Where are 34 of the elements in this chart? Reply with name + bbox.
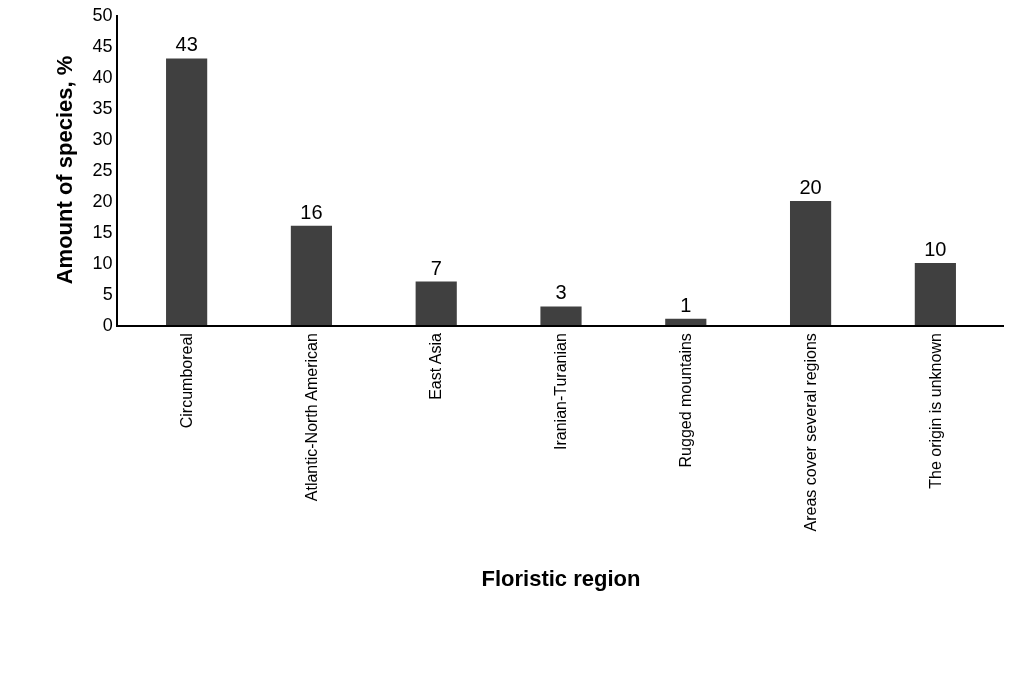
y-tick-label: 10 — [92, 253, 113, 274]
bar — [789, 201, 832, 325]
data-label: 3 — [555, 281, 567, 304]
x-tick-label: East Asia — [427, 333, 445, 400]
data-label: 43 — [175, 33, 198, 56]
bar — [540, 306, 582, 325]
data-label: 10 — [924, 238, 947, 260]
data-label: 1 — [680, 293, 692, 316]
data-label: 20 — [799, 176, 822, 198]
x-tick-label: The origin is unknown — [926, 333, 944, 489]
bar — [290, 225, 333, 325]
y-tick-label: 15 — [92, 222, 113, 243]
bar — [665, 318, 707, 325]
x-tick-label: Areas cover several regions — [801, 333, 819, 532]
x-tick-label: Circumboreal — [177, 333, 195, 429]
y-tick-label: 25 — [92, 160, 113, 181]
y-tick-label: 20 — [92, 191, 113, 212]
y-tick-label: 45 — [92, 36, 113, 57]
x-tick-label: Rugged mountains — [676, 333, 694, 468]
x-tick-label: Atlantic-North American — [302, 333, 320, 502]
bar — [914, 263, 956, 325]
y-tick-label: 30 — [92, 129, 113, 150]
bar — [415, 281, 457, 325]
data-label: 7 — [430, 256, 442, 279]
y-tick-label: 0 — [102, 315, 113, 336]
data-label: 16 — [300, 200, 323, 223]
bar — [166, 58, 208, 325]
y-axis-title: Amount of species, % — [51, 55, 77, 285]
y-tick-label: 50 — [92, 5, 113, 26]
x-tick-label: Iranian-Turanian — [552, 333, 570, 450]
x-axis-title: Floristic region — [481, 565, 641, 591]
y-tick-label: 5 — [102, 284, 113, 305]
y-tick-label: 35 — [92, 98, 113, 119]
y-tick-label: 40 — [92, 67, 113, 88]
